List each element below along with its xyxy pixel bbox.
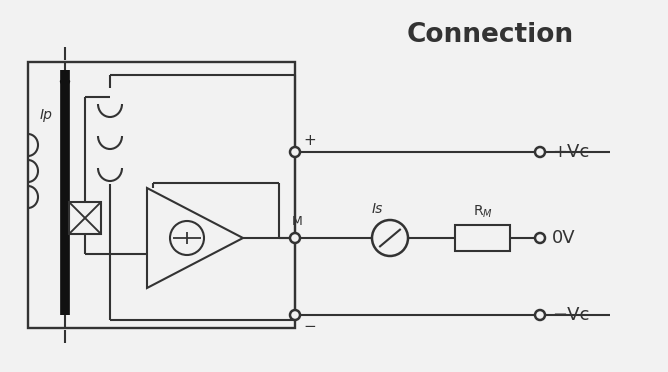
Circle shape — [290, 310, 300, 320]
Text: −Vc: −Vc — [552, 306, 589, 324]
Circle shape — [290, 233, 300, 243]
Bar — [28, 62, 295, 328]
Bar — [69, 202, 101, 234]
Circle shape — [372, 220, 408, 256]
Text: Connection: Connection — [406, 22, 574, 48]
Circle shape — [290, 147, 300, 157]
Circle shape — [535, 233, 545, 243]
Circle shape — [170, 221, 204, 255]
Text: M: M — [292, 215, 303, 228]
Text: +Vc: +Vc — [552, 143, 589, 161]
Text: Is: Is — [371, 202, 383, 216]
Circle shape — [535, 147, 545, 157]
Text: 0V: 0V — [552, 229, 576, 247]
Text: Ip: Ip — [40, 108, 53, 122]
Text: −: − — [303, 319, 316, 334]
Circle shape — [535, 310, 545, 320]
Bar — [455, 225, 510, 251]
Text: +: + — [303, 133, 316, 148]
Text: R$_M$: R$_M$ — [472, 203, 492, 220]
